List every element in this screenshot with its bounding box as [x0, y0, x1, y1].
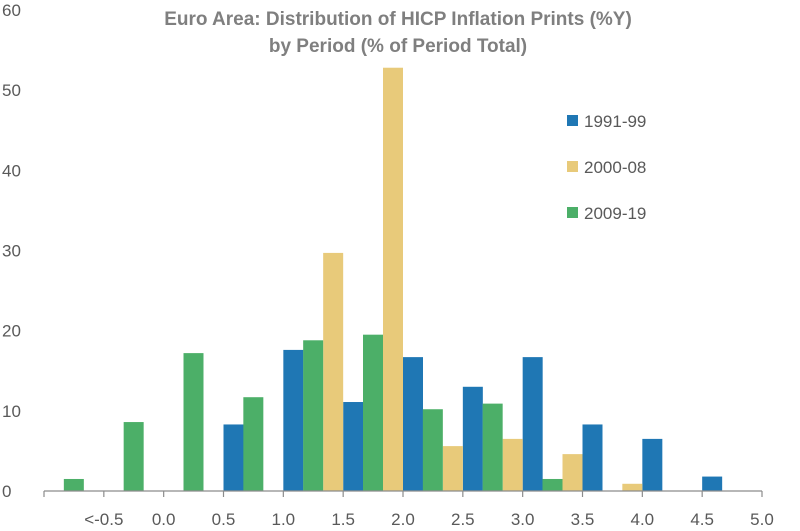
y-tick-label: 50 — [2, 81, 21, 100]
y-tick-label: 30 — [2, 242, 21, 261]
x-tick-label: 1.0 — [272, 510, 296, 529]
x-tick-label: 3.0 — [511, 510, 535, 529]
bar-2009-19-0.5 — [183, 353, 204, 491]
bar-2009-19-2.0 — [363, 334, 383, 491]
bar-2009-19-3.0 — [482, 403, 503, 491]
y-axis-ticks: 0 10 20 30 40 50 60 — [2, 1, 21, 501]
x-tick-label: 3.5 — [571, 510, 595, 529]
bar-2000-08-3.0 — [502, 438, 523, 491]
bar-2009-19-0.0 — [123, 422, 144, 491]
bar-2009-19-3.5 — [542, 478, 563, 491]
bar-1991-99-2.5 — [462, 386, 483, 491]
x-tick-label: 4.0 — [631, 510, 655, 529]
bars — [63, 67, 723, 491]
x-tick-label: 2.0 — [391, 510, 415, 529]
x-tick-label: 4.5 — [690, 510, 714, 529]
legend: 1991-99 2000-08 2009-19 — [567, 112, 646, 223]
bar-2000-08-2.0 — [383, 67, 403, 491]
bar-1991-99-1.0 — [283, 349, 304, 491]
bar-1991-99-3.5 — [582, 424, 603, 491]
bar-2009-19-1.0 — [243, 397, 264, 491]
bar-1991-99-4.0 — [642, 438, 663, 491]
bar-2009-19-2.5 — [422, 409, 443, 491]
bar-1991-99-0.5 — [223, 424, 244, 491]
x-tick-label: 0.0 — [152, 510, 176, 529]
x-axis: <-0.5 0.0 0.5 1.0 1.5 2.0 2.5 3.0 3.5 4.0 4.5 5.0 — [43, 490, 774, 529]
bar-2009-19-<-0.5 — [63, 478, 84, 491]
legend-swatch — [567, 115, 578, 126]
x-tick-label: 1.5 — [331, 510, 355, 529]
y-tick-label: 60 — [2, 1, 21, 20]
y-tick-label: 40 — [2, 161, 21, 180]
y-tick-label: 10 — [2, 402, 21, 421]
x-tick-label: 0.5 — [212, 510, 236, 529]
y-tick-label: 20 — [2, 322, 21, 341]
legend-label: 1991-99 — [584, 112, 646, 131]
bar-1991-99-2.0 — [403, 357, 423, 491]
bar-1991-99-3.0 — [522, 357, 543, 491]
bar-1991-99-1.5 — [343, 402, 364, 491]
bar-2000-08-4.0 — [622, 483, 643, 491]
y-tick-label: 0 — [2, 482, 11, 501]
bar-2000-08-2.5 — [442, 446, 463, 491]
x-tick-label: <-0.5 — [84, 510, 123, 529]
legend-swatch — [567, 161, 578, 172]
bar-2000-08-3.5 — [562, 454, 583, 491]
legend-label: 2009-19 — [584, 204, 646, 223]
bar-2000-08-1.5 — [323, 252, 344, 491]
x-tick-label: 2.5 — [451, 510, 475, 529]
legend-swatch — [567, 207, 578, 218]
bar-1991-99-4.5 — [702, 476, 723, 491]
chart-title-line-2: by Period (% of Period Total) — [269, 36, 527, 57]
legend-label: 2000-08 — [584, 158, 646, 177]
bar-2009-19-1.5 — [303, 340, 324, 491]
x-tick-label: 5.0 — [750, 510, 774, 529]
chart-title-line-1: Euro Area: Distribution of HICP Inflatio… — [164, 9, 632, 30]
